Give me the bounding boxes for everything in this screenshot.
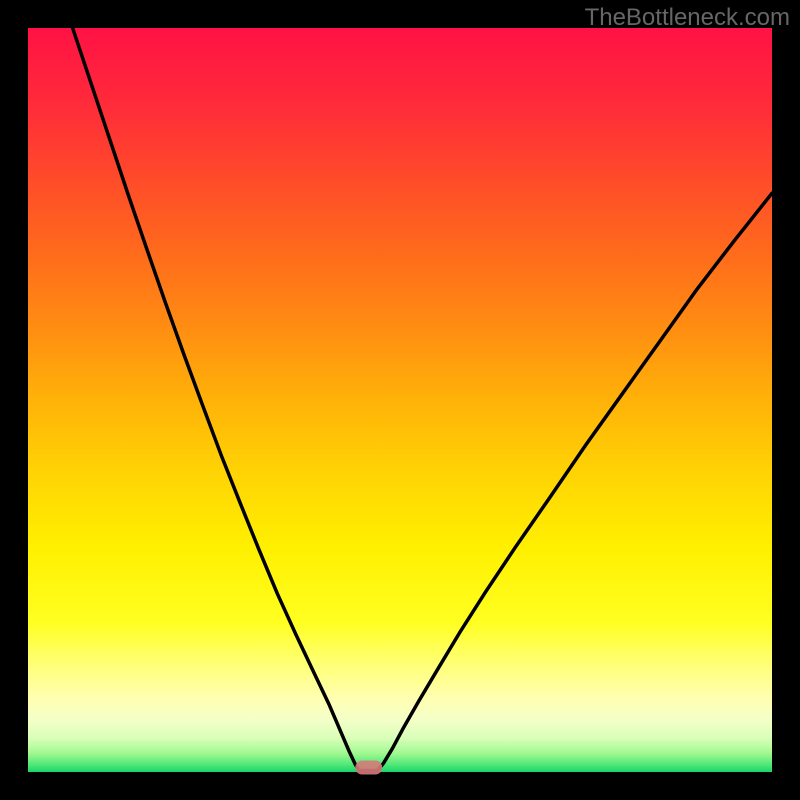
chart-frame: TheBottleneck.com bbox=[0, 0, 800, 800]
bottleneck-chart bbox=[0, 0, 800, 800]
plot-background bbox=[28, 28, 772, 772]
watermark-text: TheBottleneck.com bbox=[585, 4, 790, 32]
optimal-marker bbox=[355, 761, 382, 775]
